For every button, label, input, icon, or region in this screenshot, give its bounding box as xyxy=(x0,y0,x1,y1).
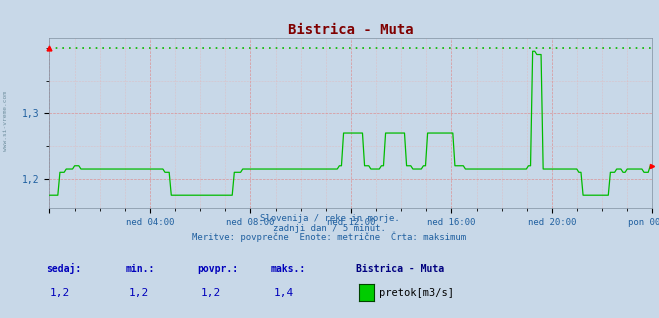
Text: Slovenija / reke in morje.: Slovenija / reke in morje. xyxy=(260,214,399,223)
Text: zadnji dan / 5 minut.: zadnji dan / 5 minut. xyxy=(273,224,386,232)
Text: pretok[m3/s]: pretok[m3/s] xyxy=(379,288,454,298)
Text: 1,4: 1,4 xyxy=(273,288,294,298)
Text: sedaj:: sedaj: xyxy=(46,263,81,274)
Text: povpr.:: povpr.: xyxy=(198,264,239,274)
Text: maks.:: maks.: xyxy=(270,264,305,274)
Text: 1,2: 1,2 xyxy=(201,288,221,298)
Text: 1,2: 1,2 xyxy=(129,288,149,298)
Text: min.:: min.: xyxy=(125,264,155,274)
Title: Bistrica - Muta: Bistrica - Muta xyxy=(288,23,414,37)
Text: www.si-vreme.com: www.si-vreme.com xyxy=(3,91,8,151)
Text: Meritve: povprečne  Enote: metrične  Črta: maksimum: Meritve: povprečne Enote: metrične Črta:… xyxy=(192,232,467,242)
Text: 1,2: 1,2 xyxy=(49,288,70,298)
Text: Bistrica - Muta: Bistrica - Muta xyxy=(356,264,444,274)
